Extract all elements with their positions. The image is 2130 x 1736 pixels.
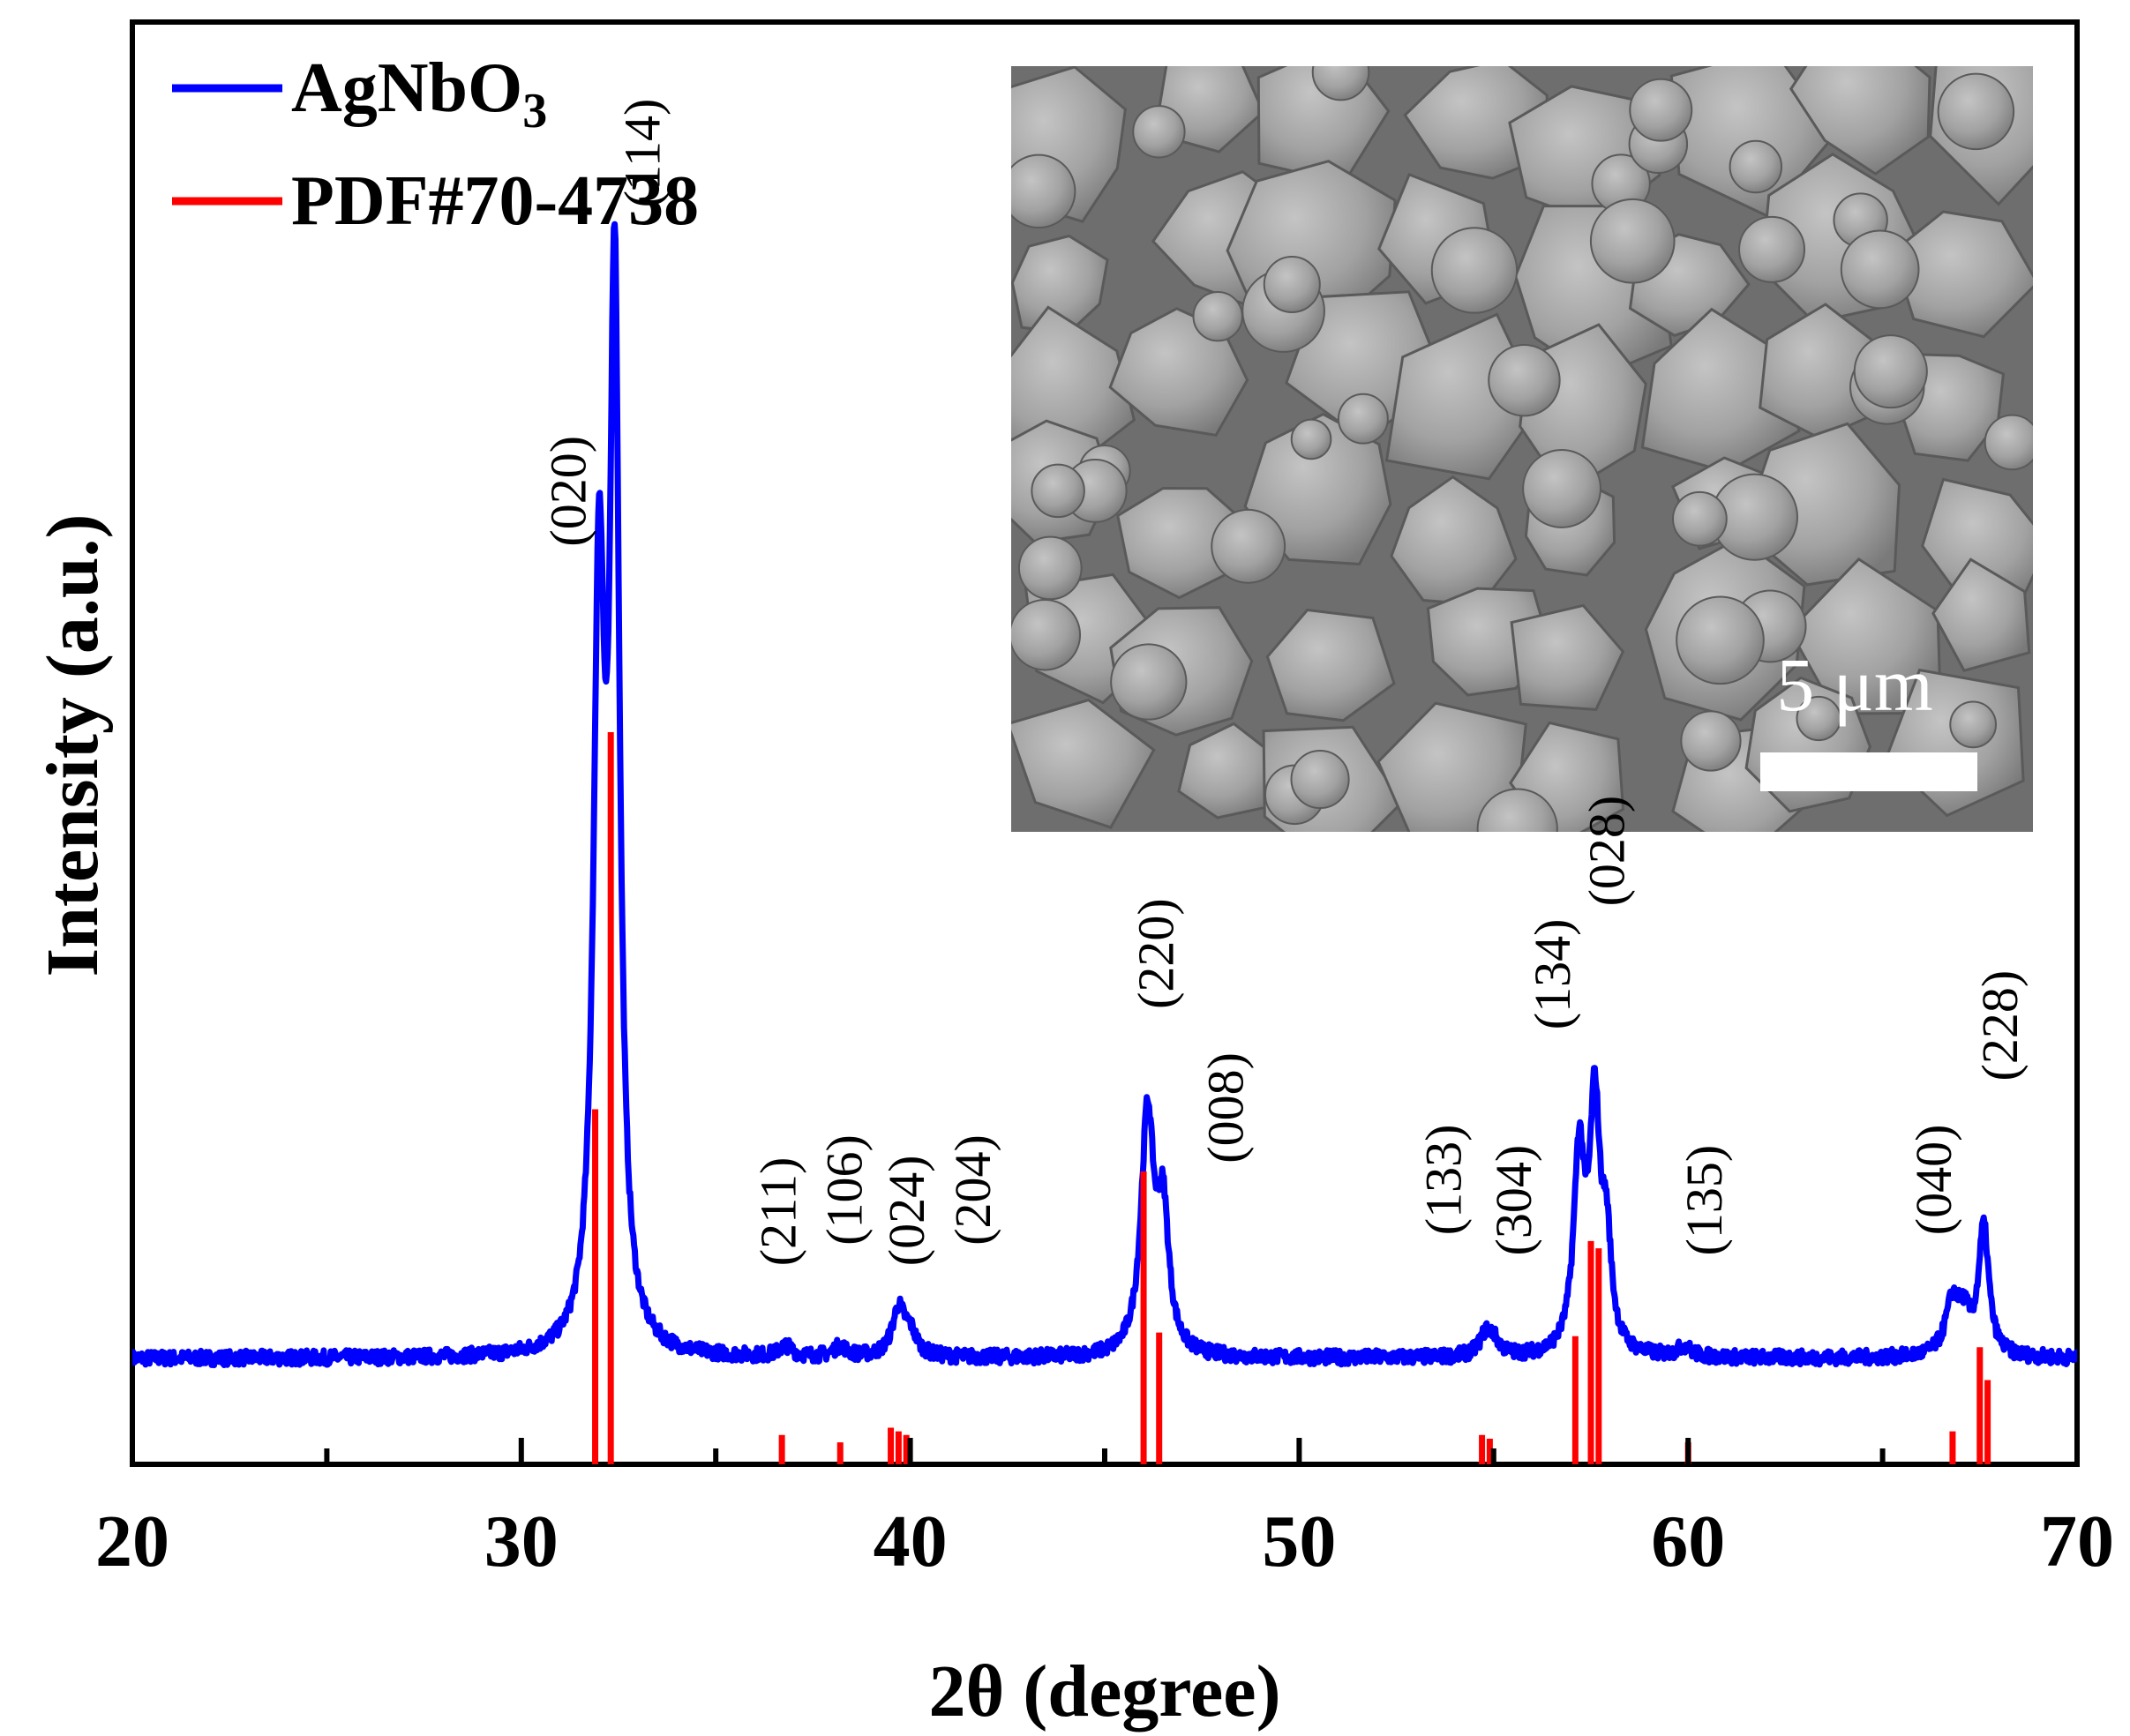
sem-grain (1931, 557, 2031, 672)
peak-label: (028) (1579, 796, 1636, 907)
sem-grain-small (1031, 463, 1085, 519)
sem-grain-small (1488, 343, 1561, 417)
sem-inset: 5 μm (1011, 66, 2033, 832)
peak-label: (133) (1415, 1125, 1473, 1236)
peak-label: (040) (1905, 1125, 1962, 1236)
peak-label: (211) (750, 1157, 807, 1266)
x-tick-label: 60 (1651, 1500, 1725, 1583)
sem-grain-small (1680, 710, 1742, 772)
peak-label: (228) (1971, 970, 2029, 1081)
sem-grain-small (1263, 255, 1321, 313)
sem-grain (1011, 698, 1156, 829)
sem-grain-small (1211, 508, 1286, 584)
x-axis-title: 2θ (degree) (928, 1650, 1280, 1732)
sem-grain-small (1290, 418, 1332, 460)
scale-bar: 5 μm (1760, 642, 1977, 791)
sem-grain (1789, 66, 1931, 176)
sem-grain-small (1476, 788, 1558, 832)
sem-grain-small (1132, 105, 1186, 159)
sem-grain-small (1853, 334, 1928, 409)
sem-grain-small (1672, 490, 1728, 547)
x-tick-label: 50 (1262, 1500, 1336, 1583)
sem-grain-small (1192, 291, 1243, 342)
x-tick-label: 70 (2040, 1500, 2114, 1583)
sem-grain-small (1949, 700, 1998, 749)
sem-grain (1510, 603, 1625, 711)
sem-grain-small (1337, 393, 1389, 445)
series-line-agnbo3 (132, 221, 2077, 1369)
x-axis: 20 30 40 50 60 70 (95, 1438, 2114, 1583)
peak-annotations: (020) (114) (211) (106) (024) (204) (220)(008)… (540, 99, 2029, 1266)
sem-grain-small (1311, 66, 1370, 101)
sem-grain-small (1984, 414, 2033, 471)
sem-grain-small (1290, 749, 1350, 810)
sem-grain-small (1430, 227, 1519, 314)
sem-grain-small (1937, 72, 2015, 151)
x-tick-label: 30 (484, 1500, 559, 1583)
sem-grain-small (1011, 153, 1076, 229)
sem-grain-small (1110, 643, 1188, 721)
sem-grain-small (1629, 78, 1693, 142)
peak-label: (134) (1524, 919, 1581, 1030)
peak-label: (304) (1485, 1145, 1542, 1256)
sem-grain-small (1676, 595, 1765, 685)
scale-bar-line (1760, 752, 1977, 791)
peak-label: (008) (1197, 1052, 1255, 1164)
x-tick-label: 40 (874, 1500, 948, 1583)
sem-grain-small (1738, 215, 1806, 283)
sem-grain-small (1589, 198, 1676, 284)
sem-grain-small (1011, 598, 1082, 671)
peak-label: (106) (816, 1134, 874, 1246)
sem-grain-small (1796, 695, 1841, 742)
peak-label: (220) (1127, 898, 1184, 1009)
sem-grain (1390, 475, 1518, 607)
peak-label: (204) (944, 1134, 1001, 1246)
legend-label-agnbo3: AgNbO3 (291, 49, 547, 138)
sem-grain (1265, 608, 1396, 722)
peak-label: (135) (1676, 1145, 1733, 1256)
peak-label: (024) (878, 1156, 935, 1267)
x-tick-label: 20 (95, 1500, 169, 1583)
sem-grain-small (1729, 139, 1783, 194)
sem-grain-small (1840, 229, 1920, 310)
sem-grain-small (1522, 449, 1601, 528)
peak-label: (114) (613, 99, 671, 207)
legend-subscript: 3 (522, 84, 547, 138)
scale-bar-label: 5 μm (1776, 642, 1933, 727)
legend-label-pdf: PDF#70-4738 (291, 162, 699, 240)
peak-label: (020) (540, 436, 597, 547)
sem-grain-small (1017, 535, 1083, 601)
sem-grains (1011, 66, 2033, 832)
y-axis-title: Intensity (a.u.) (32, 513, 114, 976)
legend: AgNbO3 PDF#70-4738 (172, 49, 699, 240)
series-layer (132, 221, 2077, 1464)
sem-grain (1116, 486, 1247, 600)
